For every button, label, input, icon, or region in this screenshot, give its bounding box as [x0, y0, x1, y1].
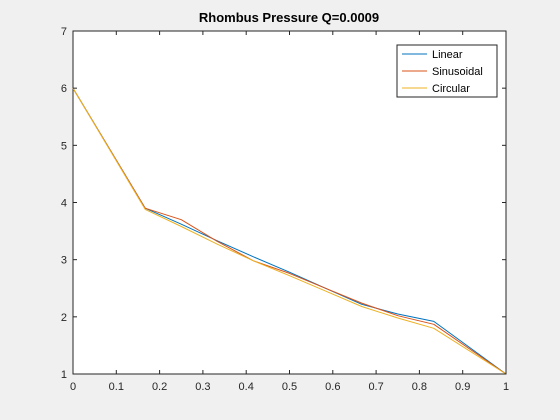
legend: Linear Sinusoidal Circular [396, 44, 498, 98]
x-tick-label: 0.5 [282, 381, 297, 393]
x-tick-label: 1 [503, 381, 509, 393]
tick-layer: 0 0.1 0.2 0.3 0.4 0.5 0.6 0.7 0.8 0.9 1 1 2 3 4 5 6 7 [61, 26, 509, 393]
y-tick-label: 6 [61, 83, 67, 95]
y-tick-label: 4 [61, 198, 67, 210]
series-line-linear [72, 87, 507, 375]
y-tick-label: 7 [61, 26, 67, 38]
x-tick-label: 0.3 [195, 381, 210, 393]
x-tick-label: 0.4 [239, 381, 254, 393]
series-layer [72, 87, 507, 375]
chart-title: Rhombus Pressure Q=0.0009 [199, 10, 379, 25]
legend-label-linear: Linear [432, 49, 463, 61]
x-tick-label: 0.9 [455, 381, 470, 393]
x-tick-label: 0.2 [152, 381, 167, 393]
series-line-sinusoidal [72, 87, 507, 375]
x-tick-label: 0.6 [325, 381, 340, 393]
x-tick-label: 0.8 [412, 381, 427, 393]
x-tick-label: 0.7 [368, 381, 383, 393]
x-tick-label: 0 [70, 381, 76, 393]
y-tick-label: 3 [61, 255, 67, 267]
y-tick-label: 2 [61, 312, 67, 324]
series-line-circular [72, 87, 507, 375]
legend-label-circular: Circular [432, 83, 470, 95]
y-tick-label: 5 [61, 140, 67, 152]
x-tick-label: 0.1 [109, 381, 124, 393]
legend-label-sinusoidal: Sinusoidal [432, 66, 483, 78]
y-tick-label: 1 [61, 369, 67, 381]
